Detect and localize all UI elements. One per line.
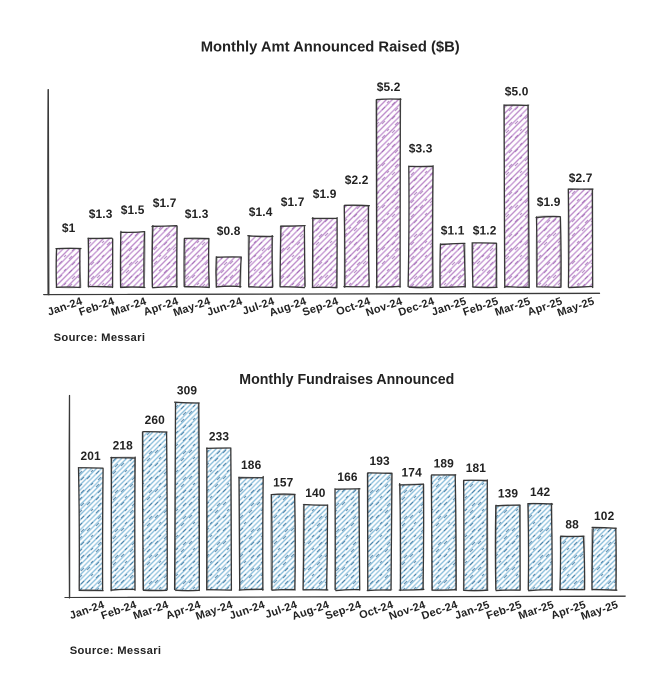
- svg-text:140: 140: [305, 486, 326, 500]
- svg-text:$1.7: $1.7: [153, 196, 177, 210]
- svg-text:$0.8: $0.8: [217, 224, 241, 238]
- svg-text:157: 157: [273, 476, 294, 490]
- svg-text:$2.2: $2.2: [345, 173, 369, 187]
- svg-text:$5.0: $5.0: [505, 85, 529, 99]
- svg-text:$1.1: $1.1: [441, 224, 465, 238]
- svg-text:Source: Messari: Source: Messari: [70, 645, 162, 657]
- svg-text:Monthly Fundraises Announced: Monthly Fundraises Announced: [239, 371, 454, 388]
- svg-text:Monthly Amt Announced Raised (: Monthly Amt Announced Raised ($B): [201, 39, 460, 56]
- svg-text:309: 309: [177, 383, 198, 397]
- svg-text:$1.9: $1.9: [537, 195, 561, 209]
- svg-text:189: 189: [434, 456, 455, 470]
- svg-text:139: 139: [498, 487, 519, 501]
- svg-text:181: 181: [466, 461, 487, 475]
- svg-text:218: 218: [113, 439, 134, 453]
- svg-text:$5.2: $5.2: [377, 80, 401, 94]
- svg-text:$1.4: $1.4: [249, 205, 273, 219]
- svg-text:$3.3: $3.3: [409, 142, 433, 156]
- svg-text:260: 260: [145, 413, 166, 427]
- svg-text:186: 186: [241, 458, 262, 472]
- svg-text:Source: Messari: Source: Messari: [54, 332, 146, 344]
- svg-text:$1.2: $1.2: [473, 224, 497, 238]
- svg-text:$1.5: $1.5: [121, 203, 145, 217]
- svg-text:166: 166: [337, 470, 358, 484]
- svg-text:233: 233: [209, 430, 230, 444]
- svg-text:$1.9: $1.9: [313, 187, 337, 201]
- svg-text:$2.7: $2.7: [569, 171, 593, 185]
- svg-text:102: 102: [594, 509, 615, 523]
- svg-text:88: 88: [565, 518, 579, 532]
- svg-text:174: 174: [402, 465, 423, 479]
- svg-text:$1.3: $1.3: [185, 207, 209, 221]
- svg-text:201: 201: [80, 449, 101, 463]
- svg-text:$1: $1: [62, 221, 76, 235]
- svg-text:142: 142: [530, 485, 551, 499]
- svg-text:$1.3: $1.3: [89, 207, 113, 221]
- svg-text:$1.7: $1.7: [281, 195, 305, 209]
- svg-text:193: 193: [369, 454, 390, 468]
